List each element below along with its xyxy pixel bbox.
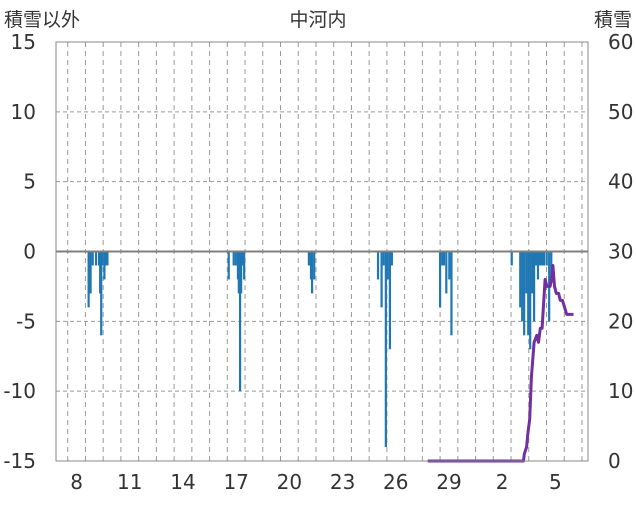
data-bar xyxy=(534,251,538,266)
right-axis-label: 積雪 xyxy=(594,9,632,31)
x-tick-label: 20 xyxy=(277,470,302,494)
data-bar xyxy=(104,251,107,266)
data-bar xyxy=(545,251,548,266)
data-bar xyxy=(441,251,444,266)
data-bar xyxy=(106,251,109,266)
x-tick-label: 14 xyxy=(170,470,195,494)
data-bar xyxy=(523,251,526,336)
line-layer xyxy=(427,264,574,463)
data-bar xyxy=(382,251,385,266)
x-tick-label: 29 xyxy=(436,470,461,494)
data-bar xyxy=(519,251,522,308)
left-tick-label: 0 xyxy=(23,240,36,264)
data-bar xyxy=(238,251,242,392)
right-tick-label: 0 xyxy=(608,449,621,473)
data-bar xyxy=(448,251,451,280)
data-bar xyxy=(384,251,387,448)
x-tick-label: 17 xyxy=(223,470,248,494)
data-bar xyxy=(376,251,380,280)
data-bar xyxy=(527,251,530,336)
left-tick-label: -5 xyxy=(16,309,36,333)
data-bar xyxy=(538,251,542,266)
data-bar xyxy=(531,251,534,294)
data-bar xyxy=(94,251,98,266)
x-tick-label: 23 xyxy=(330,470,355,494)
data-bar xyxy=(313,251,316,280)
axes-layer xyxy=(55,41,589,462)
data-bar xyxy=(87,251,90,308)
data-bar xyxy=(532,251,536,322)
data-bar xyxy=(529,251,532,350)
data-bar xyxy=(445,251,448,294)
right-tick-label: 50 xyxy=(608,100,633,124)
data-bar xyxy=(237,251,240,294)
right-tick-label: 10 xyxy=(608,379,633,403)
data-bar xyxy=(542,251,546,266)
x-tick-label: 11 xyxy=(117,470,142,494)
right-tick-label: 20 xyxy=(608,309,633,333)
data-bar xyxy=(386,251,389,280)
data-bar xyxy=(521,251,524,322)
data-bar xyxy=(100,251,103,336)
x-tick-label: 5 xyxy=(549,470,562,494)
data-bar xyxy=(439,251,442,308)
right-tick-label: 60 xyxy=(608,30,633,54)
bars-layer xyxy=(87,251,553,448)
data-bar xyxy=(101,251,104,266)
left-axis-label: 積雪以外 xyxy=(4,9,80,31)
data-bar xyxy=(550,251,553,280)
data-bar xyxy=(442,251,446,266)
x-tick-label: 26 xyxy=(383,470,408,494)
left-tick-label: -10 xyxy=(3,379,36,403)
left-tick-label: 5 xyxy=(23,170,36,194)
data-bar xyxy=(227,251,230,280)
data-bar xyxy=(450,251,453,336)
data-bar xyxy=(91,251,94,266)
data-bar xyxy=(380,251,383,308)
left-tick-label: 15 xyxy=(11,30,36,54)
x-tick-label: 8 xyxy=(70,470,83,494)
data-bar xyxy=(232,251,235,266)
data-bar xyxy=(234,251,237,266)
data-bar xyxy=(307,251,310,266)
data-bar xyxy=(536,251,540,280)
data-bar xyxy=(243,251,246,280)
left-tick-label: 10 xyxy=(11,100,36,124)
right-tick-label: 40 xyxy=(608,170,633,194)
right-tick-label: 30 xyxy=(608,240,633,264)
x-tick-label: 2 xyxy=(496,470,509,494)
left-tick-label: -15 xyxy=(3,449,36,473)
data-bar xyxy=(540,251,544,266)
data-bar xyxy=(390,251,393,266)
chart-title: 中河内 xyxy=(289,9,346,31)
data-bar xyxy=(89,251,92,294)
data-bar xyxy=(525,251,528,294)
data-bar xyxy=(310,251,314,294)
data-bar xyxy=(388,251,392,350)
snow-depth-line xyxy=(427,264,574,463)
data-bar xyxy=(510,251,513,266)
data-bar xyxy=(240,251,243,294)
